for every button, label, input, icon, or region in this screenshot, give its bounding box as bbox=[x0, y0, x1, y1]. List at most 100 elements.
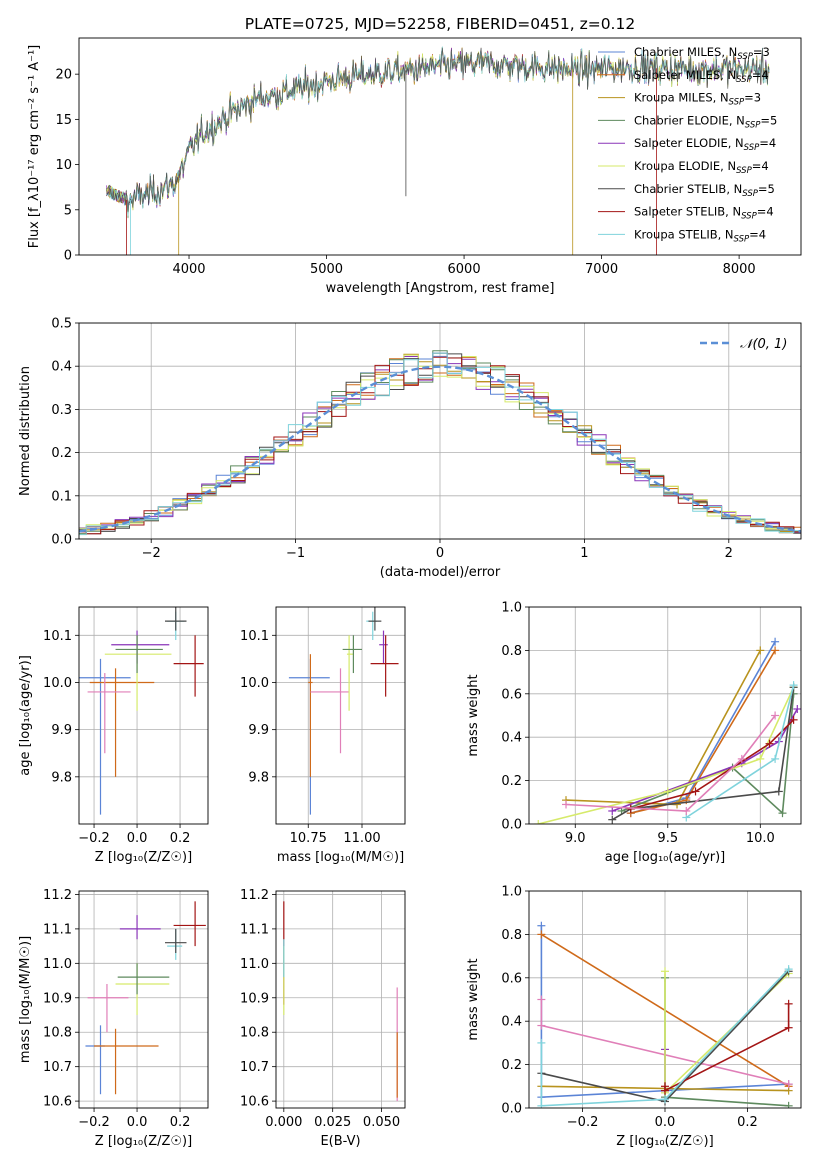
y-axis-label: Normed distribution bbox=[18, 366, 33, 496]
weight-marker-salpeter_stelib bbox=[784, 999, 793, 1008]
weight-marker-chabrier_miles bbox=[771, 637, 780, 646]
axes-frame bbox=[275, 890, 406, 1109]
y-tick-label: 10.1 bbox=[240, 629, 269, 644]
legend-label-salpeter_miles: Salpeter MILES, NSSP=4 bbox=[634, 68, 769, 85]
legend-count: =4 bbox=[759, 136, 776, 150]
legend-subscript: SSP bbox=[745, 120, 761, 130]
legend-label-kroupa_miles: Kroupa MILES, NSSP=3 bbox=[634, 91, 761, 108]
legend-subscript: SSP bbox=[741, 212, 757, 222]
y-tick-label: 9.8 bbox=[51, 770, 72, 785]
legend-label-chabrier_stelib: Chabrier STELIB, NSSP=5 bbox=[634, 182, 775, 199]
panel-mass_vs_Z: −0.2 0.0 0.2 10.6 10.7 10.8 10.9 11.0 11.1 11.2 Z … bbox=[18, 888, 209, 1149]
weight-marker-kroupa_stelib bbox=[789, 681, 798, 690]
y-tick-label: 0.0 bbox=[51, 533, 72, 548]
y-tick-label: 9.8 bbox=[248, 770, 269, 785]
weight-marker-pink bbox=[771, 711, 780, 720]
x-tick-label: 9.5 bbox=[657, 831, 678, 846]
weight-marker-salpeter_miles bbox=[771, 646, 780, 655]
legend-subscript: SSP bbox=[742, 189, 758, 199]
y-tick-label: 0.4 bbox=[501, 1015, 522, 1030]
weight-line-pink bbox=[565, 715, 776, 812]
y-tick-label: 0.4 bbox=[51, 360, 72, 375]
weight-marker-kroupa_stelib bbox=[661, 1095, 669, 1104]
weight-marker-pink bbox=[737, 754, 746, 763]
legend-label-salpeter_elodie: Salpeter ELODIE, NSSP=4 bbox=[634, 136, 776, 153]
x-axis-label: Z [log₁₀(Z/Z☉)] bbox=[95, 1134, 192, 1149]
y-tick-label: 11.2 bbox=[240, 888, 269, 903]
y-axis-label: mass weight bbox=[466, 674, 481, 756]
weight-marker-kroupa_stelib bbox=[537, 1101, 546, 1108]
legend-count: =5 bbox=[760, 113, 777, 127]
y-tick-label: 0.6 bbox=[501, 687, 522, 702]
x-tick-label: 0.0 bbox=[127, 1115, 148, 1130]
x-tick-label: 8000 bbox=[723, 262, 756, 277]
x-tick-label: 0.0 bbox=[655, 1115, 676, 1130]
y-tick-label: 11.2 bbox=[43, 888, 72, 903]
legend-subscript: SSP bbox=[736, 166, 752, 176]
weight-marker-chabrier_elodie bbox=[778, 809, 787, 818]
legend-subscript: SSP bbox=[737, 52, 753, 62]
x-tick-label: 10.0 bbox=[746, 831, 775, 846]
y-axis-label: mass weight bbox=[466, 958, 481, 1040]
y-tick-label: 0.6 bbox=[501, 971, 522, 986]
weight-marker-kroupa_elodie bbox=[534, 820, 543, 824]
y-tick-label: 0.2 bbox=[501, 1058, 522, 1073]
weight-marker-salpeter_miles bbox=[537, 930, 546, 939]
y-tick-label: 0.0 bbox=[501, 818, 522, 833]
x-tick-label: 0.000 bbox=[265, 1115, 302, 1130]
legend-count: =5 bbox=[758, 182, 775, 196]
y-tick-label: 11.1 bbox=[43, 922, 72, 937]
y-tick-label: 0 bbox=[64, 249, 72, 264]
x-axis-label: (data-model)/error bbox=[380, 565, 501, 580]
weight-marker-chabrier_stelib bbox=[608, 815, 617, 824]
weight-marker-pink bbox=[682, 806, 691, 815]
weight-line-chabrier_stelib bbox=[611, 687, 795, 821]
y-tick-label: 0.2 bbox=[51, 446, 72, 461]
legend-count: =3 bbox=[744, 91, 761, 105]
y-tick-label: 10.1 bbox=[43, 629, 72, 644]
legend-subscript: SSP bbox=[729, 98, 745, 108]
legend-label-chabrier_elodie: Chabrier ELODIE, NSSP=5 bbox=[634, 113, 777, 130]
legend-count: =4 bbox=[757, 205, 774, 219]
y-tick-label: 9.9 bbox=[248, 723, 269, 738]
y-tick-label: 5 bbox=[64, 203, 72, 218]
plot-area-age_vs_Z bbox=[79, 607, 208, 824]
y-tick-label: 11.0 bbox=[240, 957, 269, 972]
legend-count: =4 bbox=[752, 68, 769, 82]
y-tick-label: 0.0 bbox=[501, 1102, 522, 1117]
plot-area-weight_vs_Z bbox=[529, 891, 801, 1108]
plot-area-residuals bbox=[79, 323, 801, 539]
legend-label-gauss: 𝒩(0, 1) bbox=[740, 337, 787, 352]
x-tick-label: −0.2 bbox=[78, 831, 110, 846]
x-axis-label: Z [log₁₀(Z/Z☉)] bbox=[616, 1134, 713, 1149]
y-tick-label: 1.0 bbox=[501, 885, 522, 900]
legend-count: =3 bbox=[753, 45, 770, 59]
x-tick-label: 0.0 bbox=[127, 831, 148, 846]
y-tick-label: 10.9 bbox=[240, 991, 269, 1006]
x-tick-label: −1 bbox=[286, 546, 305, 561]
weight-marker-kroupa_stelib bbox=[784, 965, 793, 974]
panel-weight_vs_age: 9.0 9.5 10.0 0.0 0.2 0.4 0.6 0.8 1.0 age [log₁₀(a… bbox=[466, 601, 802, 865]
y-tick-label: 10.6 bbox=[43, 1095, 72, 1110]
x-tick-label: 0.2 bbox=[170, 1115, 191, 1130]
axes-frame bbox=[528, 606, 802, 825]
weight-marker-salpeter_stelib bbox=[691, 787, 700, 796]
gaussian-curve bbox=[79, 365, 801, 533]
plot-area-weight_vs_age bbox=[529, 607, 801, 824]
weight-marker-kroupa_elodie bbox=[756, 754, 765, 763]
weight-marker-chabrier_elodie bbox=[784, 1101, 793, 1108]
weight-marker-pink bbox=[537, 1021, 546, 1030]
weight-marker-pink bbox=[562, 800, 571, 809]
x-tick-label: 0.025 bbox=[314, 1115, 351, 1130]
y-tick-label: 0.8 bbox=[501, 928, 522, 943]
weight-line-salpeter_stelib bbox=[664, 1003, 790, 1092]
legend-subscript: SSP bbox=[734, 234, 750, 244]
legend-label-chabrier_miles: Chabrier MILES, NSSP=3 bbox=[634, 45, 770, 62]
y-tick-label: 10.7 bbox=[43, 1060, 72, 1075]
weight-marker-salpeter_stelib bbox=[789, 715, 798, 724]
weight-marker-chabrier_stelib bbox=[774, 787, 783, 796]
x-tick-label: 5000 bbox=[310, 262, 343, 277]
y-tick-label: 15 bbox=[55, 113, 72, 128]
weight-marker-chabrier_miles bbox=[537, 921, 546, 930]
weight-marker-salpeter_elodie bbox=[608, 806, 617, 815]
